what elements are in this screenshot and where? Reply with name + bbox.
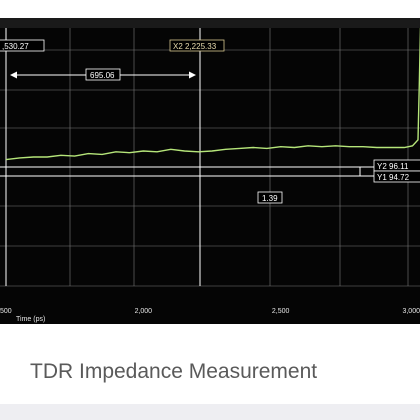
grid <box>0 28 420 287</box>
delta-y-label: 1.39 <box>262 194 278 203</box>
x-tick-label: 2,500 <box>272 308 290 315</box>
x1-label-box: ,530.27 <box>0 39 45 52</box>
impedance-trace <box>5 28 420 161</box>
bottom-strip <box>0 404 420 420</box>
x-tick-label: 2,000 <box>135 308 153 315</box>
x2-label-box: X2 2,225.33 <box>169 39 225 52</box>
x-tick-label: 3,000 <box>402 308 420 315</box>
x-axis-title: Time (ps) <box>16 316 45 323</box>
y1-label-box: Y1 94.72 <box>373 170 420 183</box>
x-tick-label: 500 <box>0 308 12 315</box>
delta-y-label-box: 1.39 <box>257 191 283 204</box>
y1-label: Y1 94.72 <box>377 173 410 182</box>
tdr-plot: ,530.27 X2 2,225.33 695.06 1.39 Y2 96.11… <box>0 28 420 323</box>
y2-label: Y2 96.11 <box>377 162 409 171</box>
delta-x-label-box: 695.06 <box>85 68 121 81</box>
delta-x-label: 695.06 <box>90 71 115 80</box>
figure-caption: TDR Impedance Measurement <box>30 360 318 383</box>
x1-label: ,530.27 <box>2 42 29 51</box>
y2-label-box: Y2 96.11 <box>373 159 420 172</box>
x-axis-ticks: 500 2,000 2,500 3,000 <box>0 308 420 315</box>
oscilloscope-screen: ,530.27 X2 2,225.33 695.06 1.39 Y2 96.11… <box>0 28 420 324</box>
caption-area: TDR Impedance Measurement <box>0 332 420 404</box>
x2-label: X2 2,225.33 <box>173 42 217 51</box>
